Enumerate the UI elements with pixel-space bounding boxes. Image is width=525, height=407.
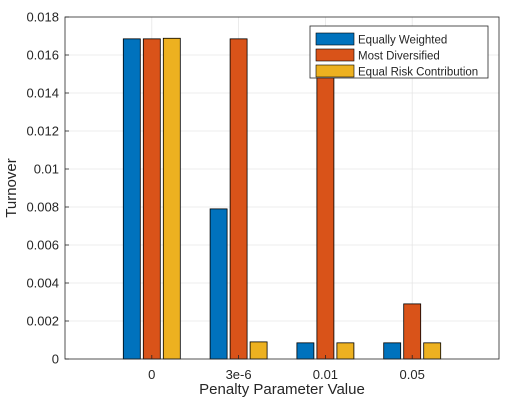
- y-tick-label: 0.014: [26, 86, 59, 101]
- y-tick-label: 0.008: [26, 200, 59, 215]
- y-tick-label: 0.01: [34, 162, 59, 177]
- legend-swatch: [315, 32, 355, 46]
- x-tick-label: 0.01: [313, 367, 338, 382]
- legend-label: Equal Risk Contribution: [358, 67, 478, 79]
- bar-equally-weighted: [209, 208, 228, 360]
- legend-label: Equally Weighted: [358, 35, 447, 47]
- bar-most-diversified: [316, 58, 335, 360]
- x-tick-labels: 0 3e-6 0.01 0.05: [148, 367, 425, 382]
- x-tick-label: 0.05: [400, 367, 425, 382]
- bar-equally-weighted: [122, 38, 141, 360]
- y-tick-label: 0.016: [26, 48, 59, 63]
- bar-equally-weighted: [383, 342, 402, 360]
- y-tick-label: 0: [52, 352, 59, 367]
- axes-box: [64, 16, 500, 360]
- y-tick-label: 0.012: [26, 124, 59, 139]
- bar-most-diversified: [229, 38, 248, 360]
- bar-equal-risk-contribution: [162, 37, 181, 360]
- x-axis-label: Penalty Parameter Value: [199, 381, 365, 398]
- legend-swatch: [315, 48, 355, 62]
- y-tick-label: 0.018: [26, 10, 59, 25]
- tick-marks: [65, 16, 413, 360]
- legend-swatch: [315, 64, 355, 78]
- bar-most-diversified: [403, 303, 422, 360]
- y-tick-label: 0.006: [26, 238, 59, 253]
- y-axis-label: Turnover: [3, 158, 20, 217]
- legend: Equally Weighted Most Diversified Equal Ri…: [309, 25, 489, 79]
- legend-label: Most Diversified: [358, 51, 440, 63]
- y-tick-labels: 0 0.002 0.004 0.006 0.008 0.01 0.012 0.014 0.016…: [26, 10, 59, 367]
- bar-most-diversified: [142, 38, 161, 360]
- y-tick-label: 0.002: [26, 314, 59, 329]
- x-tick-label: 3e-6: [226, 367, 252, 382]
- bar-equal-risk-contribution: [423, 342, 442, 360]
- bar-equal-risk-contribution: [249, 341, 268, 360]
- bar-equally-weighted: [296, 342, 315, 360]
- x-tick-label: 0: [148, 367, 155, 382]
- bar-equal-risk-contribution: [336, 342, 355, 360]
- y-tick-label: 0.004: [26, 276, 59, 291]
